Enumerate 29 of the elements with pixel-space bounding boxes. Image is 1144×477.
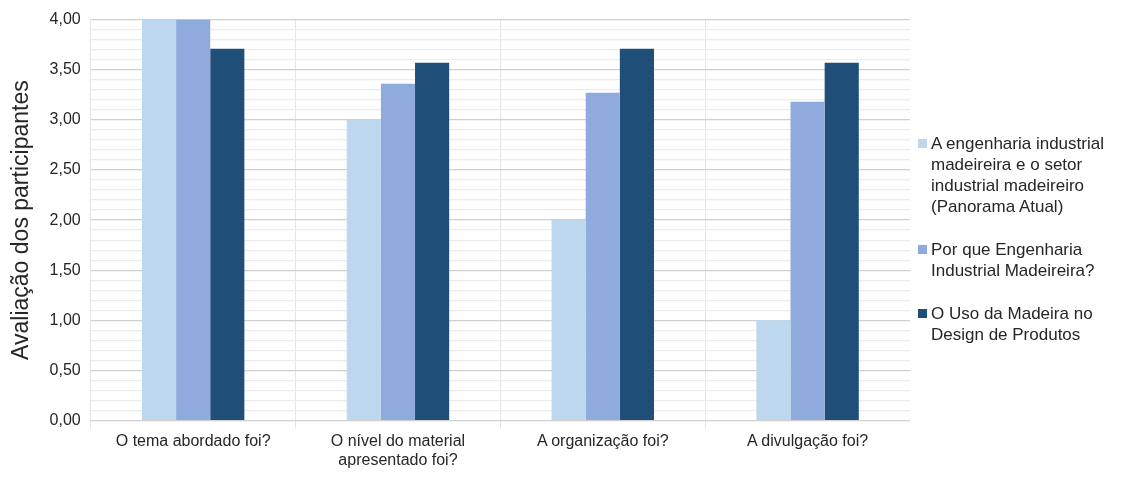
bar: [176, 19, 211, 420]
y-tick-label: 2,50: [49, 160, 81, 178]
bar: [756, 320, 791, 420]
bar: [346, 119, 381, 420]
x-tick-label: A divulgação foi?: [747, 431, 869, 449]
y-tick-label: 0,00: [49, 411, 81, 429]
bar: [585, 92, 620, 420]
y-tick-label: 0,50: [49, 360, 81, 378]
y-tick-label: 4,00: [49, 10, 81, 28]
bar: [141, 19, 177, 420]
y-tick-label: 3,50: [49, 60, 81, 78]
bar: [790, 101, 825, 420]
bar: [551, 220, 586, 420]
legend-label: A engenharia industrial madeireira e o setor industrial madeireiro (Panorama Atual): [931, 132, 1105, 217]
bar: [619, 48, 654, 420]
y-tick-label: 1,00: [49, 310, 81, 328]
bar: [415, 62, 450, 420]
bar: [210, 48, 245, 420]
x-tick-label: A organização foi?: [536, 431, 669, 449]
legend-label: Por que Engenharia Industrial Madeireira?: [931, 238, 1096, 281]
bar: [380, 83, 416, 420]
x-tick-label: O nível do material apresentado foi?: [330, 431, 466, 468]
legend-label: O Uso da Madeira no Design de Produtos: [931, 302, 1094, 345]
y-tick-label: 3,00: [49, 110, 81, 128]
y-tick-label: 1,50: [49, 260, 81, 278]
y-tick-label: 2,00: [49, 210, 81, 228]
y-axis-title: Avaliação dos participantes: [7, 80, 34, 360]
bar: [824, 62, 859, 420]
x-tick-label: O tema abordado foi?: [115, 431, 271, 449]
